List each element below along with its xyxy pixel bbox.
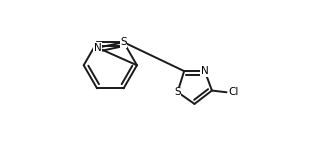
Text: S: S (120, 37, 127, 47)
Text: N: N (94, 43, 101, 53)
Text: S: S (174, 87, 181, 97)
Text: Cl: Cl (229, 87, 239, 97)
Text: N: N (201, 66, 209, 76)
